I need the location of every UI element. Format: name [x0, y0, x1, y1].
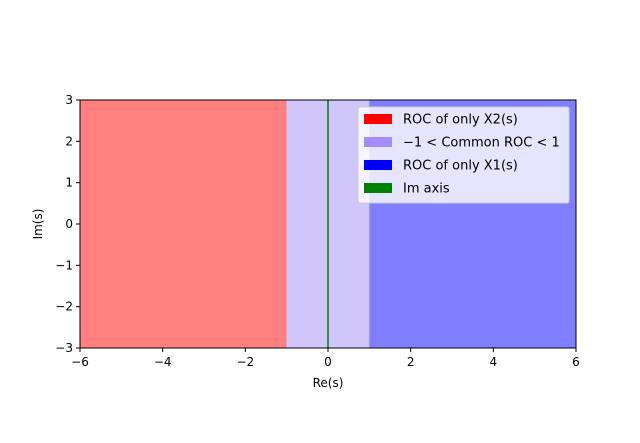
y-tick-label: −3: [55, 341, 73, 355]
y-tick-label: 2: [65, 134, 73, 148]
legend-label: −1 < Common ROC < 1: [403, 136, 560, 151]
x-tick-label: 0: [324, 355, 332, 369]
x-tick-label: −4: [154, 355, 172, 369]
y-tick-label: −2: [55, 300, 73, 314]
legend-label: ROC of only X1(s): [403, 159, 518, 174]
legend-swatch: [364, 137, 392, 147]
legend-label: Im axis: [403, 182, 450, 197]
x-axis-ticks: −6 −4 −2 0 2 4 6: [71, 348, 580, 369]
legend-swatch: [364, 183, 392, 193]
y-tick-label: −1: [55, 258, 73, 272]
x-tick-label: −6: [71, 355, 89, 369]
y-axis-ticks: −3 −2 −1 0 1 2 3: [55, 93, 80, 355]
x-tick-label: 6: [572, 355, 580, 369]
y-tick-label: 3: [65, 93, 73, 107]
x-tick-label: −2: [236, 355, 254, 369]
legend-swatch: [364, 160, 392, 170]
y-axis-label: Im(s): [31, 209, 45, 240]
legend-label: ROC of only X2(s): [403, 113, 518, 128]
y-tick-label: 1: [65, 176, 73, 190]
legend-box: [357, 106, 570, 204]
roc-region-0: [80, 100, 287, 348]
x-tick-label: 2: [407, 355, 415, 369]
y-tick-label: 0: [65, 217, 73, 231]
legend-swatch: [364, 114, 392, 124]
x-tick-label: 4: [490, 355, 498, 369]
legend: ROC of only X2(s) −1 < Common ROC < 1 ROC …: [357, 106, 570, 204]
x-axis-label: Re(s): [313, 376, 344, 390]
